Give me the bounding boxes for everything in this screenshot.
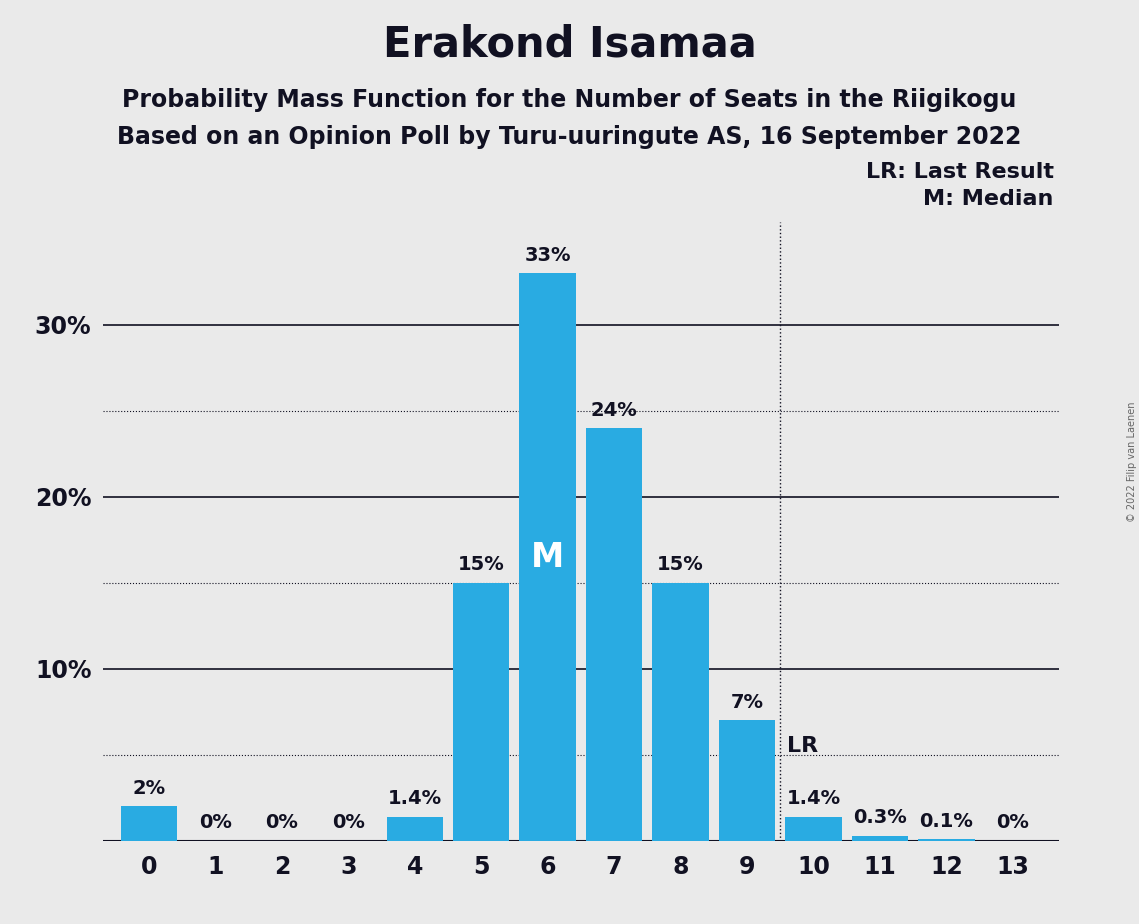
Text: © 2022 Filip van Laenen: © 2022 Filip van Laenen <box>1126 402 1137 522</box>
Bar <box>852 835 908 841</box>
Text: 7%: 7% <box>730 693 763 711</box>
Text: Probability Mass Function for the Number of Seats in the Riigikogu: Probability Mass Function for the Number… <box>122 88 1017 112</box>
Text: 2%: 2% <box>132 779 165 797</box>
Text: LR: Last Result: LR: Last Result <box>866 162 1054 182</box>
Bar <box>121 807 178 841</box>
Text: M: Median: M: Median <box>924 189 1054 210</box>
Bar <box>785 817 842 841</box>
Bar <box>918 839 975 841</box>
Text: M: M <box>531 541 564 574</box>
Bar <box>653 583 708 841</box>
Bar <box>519 274 576 841</box>
Text: 33%: 33% <box>524 246 571 265</box>
Bar <box>719 721 776 841</box>
Text: 0%: 0% <box>997 813 1030 833</box>
Text: 0.3%: 0.3% <box>853 808 907 827</box>
Bar <box>386 817 443 841</box>
Text: 1.4%: 1.4% <box>387 789 442 808</box>
Text: 0%: 0% <box>331 813 364 833</box>
Text: 15%: 15% <box>657 555 704 575</box>
Text: 24%: 24% <box>591 400 638 419</box>
Text: Erakond Isamaa: Erakond Isamaa <box>383 23 756 65</box>
Text: LR: LR <box>787 736 818 756</box>
Text: 1.4%: 1.4% <box>786 789 841 808</box>
Text: 0%: 0% <box>265 813 298 833</box>
Text: 0%: 0% <box>199 813 232 833</box>
Text: 15%: 15% <box>458 555 505 575</box>
Bar <box>585 428 642 841</box>
Bar <box>453 583 509 841</box>
Text: 0.1%: 0.1% <box>919 811 973 831</box>
Text: Based on an Opinion Poll by Turu-uuringute AS, 16 September 2022: Based on an Opinion Poll by Turu-uuringu… <box>117 125 1022 149</box>
